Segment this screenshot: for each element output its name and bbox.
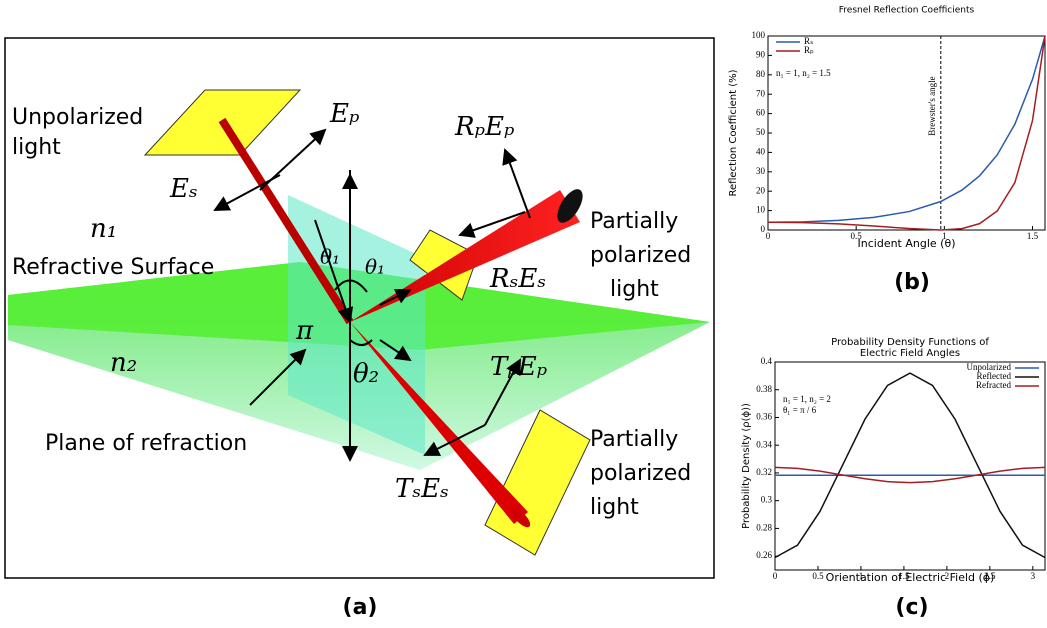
label: n₂ bbox=[110, 348, 137, 378]
y-tick-label: 90 bbox=[756, 49, 766, 59]
legend-label: Refracted bbox=[976, 380, 1011, 390]
series-line bbox=[768, 36, 1045, 230]
y-tick-label: 0.38 bbox=[756, 384, 772, 394]
x-tick-label: 3 bbox=[1031, 571, 1036, 581]
legend-label: Rₚ bbox=[804, 45, 814, 55]
y-axis-label: Reflection Coefficient (%) bbox=[728, 69, 739, 196]
y-tick-label: 20 bbox=[756, 185, 766, 195]
label: n₁ bbox=[90, 214, 117, 244]
annotation: θ₁ = π / 6 bbox=[783, 405, 817, 415]
y-tick-label: 0.32 bbox=[756, 467, 772, 477]
label: light bbox=[590, 495, 639, 520]
y-tick-label: 0 bbox=[761, 224, 766, 234]
label: light bbox=[610, 277, 659, 302]
y-tick-label: 50 bbox=[756, 127, 766, 137]
label: Eₛ bbox=[169, 174, 198, 204]
y-tick-label: 0.28 bbox=[756, 522, 772, 532]
label: TₛEₛ bbox=[395, 474, 449, 504]
reference-label: Brewster's angle bbox=[927, 76, 937, 135]
annotation: n₁ = 1, n₂ = 1.5 bbox=[776, 68, 831, 78]
x-tick-label: 1.5 bbox=[1027, 231, 1039, 241]
y-tick-label: 0.3 bbox=[761, 495, 773, 505]
panel-a: Unpolarized light Eₚ Eₛ n₁ Refractive Su… bbox=[5, 38, 714, 578]
label: TₚEₚ bbox=[490, 352, 547, 382]
label: polarized bbox=[590, 461, 691, 486]
y-tick-label: 30 bbox=[756, 166, 766, 176]
label: polarized bbox=[590, 243, 691, 268]
x-tick-label: 0 bbox=[773, 571, 778, 581]
annotation: n₁ = 1, n₂ = 2 bbox=[783, 394, 831, 404]
x-tick-label: 0 bbox=[766, 231, 771, 241]
y-tick-label: 0.26 bbox=[756, 550, 772, 560]
label: θ₁ bbox=[365, 255, 385, 279]
label: θ₁ bbox=[320, 245, 340, 269]
chart-title: Fresnel Reflection Coefficients bbox=[839, 6, 975, 16]
series-line bbox=[768, 36, 1045, 222]
x-axis-label: Orientation of Electric Field (ϕ) bbox=[826, 571, 995, 584]
figure: Unpolarized light Eₚ Eₛ n₁ Refractive Su… bbox=[0, 0, 1047, 628]
y-tick-label: 100 bbox=[752, 30, 766, 40]
label: Partially bbox=[590, 209, 678, 234]
y-tick-label: 70 bbox=[756, 88, 766, 98]
label: light bbox=[12, 135, 61, 160]
y-tick-label: 0.4 bbox=[761, 356, 773, 366]
y-tick-label: 80 bbox=[756, 69, 766, 79]
label: π bbox=[295, 316, 314, 346]
label: Unpolarized bbox=[12, 105, 143, 130]
y-tick-label: 60 bbox=[756, 108, 766, 118]
x-axis-label: Incident Angle (θ) bbox=[858, 237, 956, 250]
panel-label: (b) bbox=[894, 270, 930, 295]
label: θ₂ bbox=[353, 359, 379, 389]
label: RₚEₚ bbox=[454, 112, 514, 142]
label: Refractive Surface bbox=[12, 255, 214, 280]
y-axis-label: Probability Density (ρ(ϕ)) bbox=[741, 403, 752, 529]
chart-title: Probability Density Functions of bbox=[831, 337, 989, 348]
y-tick-label: 0.36 bbox=[756, 412, 772, 422]
panel-label: (a) bbox=[343, 595, 378, 620]
panel-label: (c) bbox=[895, 595, 928, 620]
y-tick-label: 10 bbox=[756, 205, 766, 215]
label: Eₚ bbox=[329, 99, 359, 129]
label: Plane of refraction bbox=[45, 431, 247, 456]
y-tick-label: 40 bbox=[756, 146, 766, 156]
chart-title: Electric Field Angles bbox=[860, 348, 960, 359]
label: Partially bbox=[590, 427, 678, 452]
label: RₛEₛ bbox=[489, 264, 546, 294]
y-tick-label: 0.34 bbox=[756, 439, 772, 449]
x-tick-label: 0.5 bbox=[812, 571, 824, 581]
